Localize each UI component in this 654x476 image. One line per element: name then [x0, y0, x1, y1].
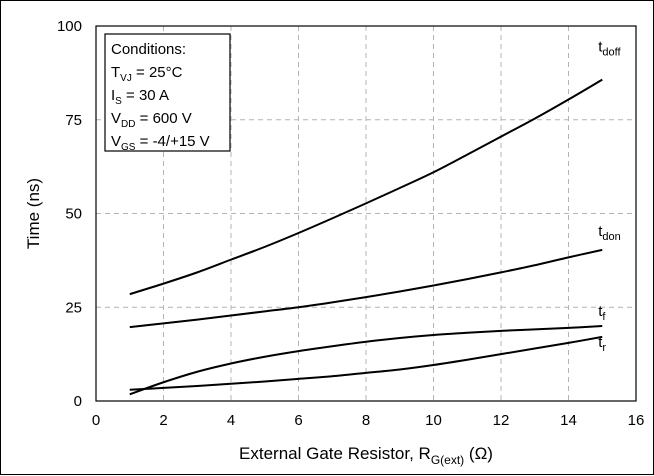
- condition-line: TVJ = 25°C: [111, 64, 183, 84]
- y-tick-label: 0: [74, 393, 82, 410]
- condition-line: VGS = -4/+15 V: [111, 133, 210, 153]
- x-axis-title: External Gate Resistor, RG(ext) (Ω): [239, 444, 493, 467]
- series-line-t-don: [129, 248, 603, 329]
- x-tick-label: 6: [294, 412, 302, 429]
- x-tick-label: 12: [493, 412, 510, 429]
- y-tick-label: 100: [57, 18, 82, 35]
- x-tick-label: 14: [560, 412, 577, 429]
- x-tick-label: 10: [425, 412, 442, 429]
- plot-area-border: [95, 25, 637, 402]
- series-layer: [129, 78, 603, 396]
- series-labels: tdoff tdon tf tr: [598, 39, 621, 354]
- x-axis-title-unit: (Ω): [464, 444, 493, 463]
- x-tick-label: 2: [159, 412, 167, 429]
- condition-line: IS = 30 A: [111, 87, 169, 107]
- y-axis-title: Time (ns): [24, 178, 43, 249]
- series-line-t-r: [129, 335, 603, 391]
- y-tick-label: 50: [65, 206, 82, 223]
- x-axis-title-main: External Gate Resistor, R: [239, 444, 431, 463]
- x-tick-label: 4: [227, 412, 235, 429]
- conditions-box-border: [104, 33, 231, 152]
- y-tick-label: 75: [65, 112, 82, 129]
- series-label-t-doff: tdoff: [598, 39, 621, 59]
- condition-line: Conditions:: [111, 41, 186, 58]
- y-tick-label: 25: [65, 299, 82, 316]
- tick-labels: 0 2 4 6 8 10 12 14 16 0 25 50 75 100: [57, 18, 644, 429]
- x-tick-label: 8: [362, 412, 370, 429]
- conditions-box: Conditions: TVJ = 25°C IS = 30 A VDD = 600 …: [104, 33, 231, 153]
- series-label-t-don: tdon: [598, 223, 621, 243]
- series-line-t-doff: [129, 78, 603, 296]
- condition-line: VDD = 600 V: [111, 110, 192, 130]
- x-tick-label: 0: [92, 412, 100, 429]
- series-label-t-f: tf: [598, 303, 606, 323]
- x-axis-title-subscript: G(ext): [431, 453, 464, 467]
- series-line-t-f: [129, 325, 603, 396]
- x-tick-label: 16: [628, 412, 645, 429]
- series-label-t-r: tr: [598, 334, 606, 354]
